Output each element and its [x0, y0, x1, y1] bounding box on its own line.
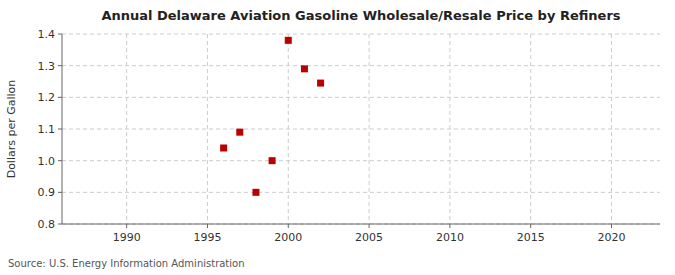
tick-label-y: 1.2: [38, 91, 56, 104]
tick-label-y: 1.4: [38, 28, 56, 41]
tick-label-y: 0.8: [38, 218, 56, 231]
tick-label-x: 2020: [598, 231, 626, 244]
point: [220, 145, 227, 152]
grid-line-x: [126, 34, 127, 224]
tick-label-x: 1995: [193, 231, 221, 244]
point: [285, 37, 292, 44]
grid: [62, 34, 660, 224]
source-note: Source: U.S. Energy Information Administ…: [8, 258, 245, 269]
tick-y: [58, 160, 62, 161]
tick-y: [58, 192, 62, 193]
point: [301, 65, 308, 72]
tick-label-y: 1.1: [38, 123, 56, 136]
tick-label-x: 2000: [274, 231, 302, 244]
tick-y: [58, 34, 62, 35]
tick-label-y: 1.3: [38, 60, 56, 73]
tick-y: [58, 129, 62, 130]
tick-x: [369, 224, 370, 228]
tick-x: [449, 224, 450, 228]
point: [236, 129, 243, 136]
point: [269, 157, 276, 164]
grid-line-x: [611, 34, 612, 224]
grid-line-x: [530, 34, 531, 224]
tick-x: [611, 224, 612, 228]
grid-line-x: [207, 34, 208, 224]
tick-label-x: 2005: [355, 231, 383, 244]
axis-y: [62, 34, 63, 224]
grid-line-x: [449, 34, 450, 224]
tick-x: [126, 224, 127, 228]
tick-label-x: 2010: [436, 231, 464, 244]
grid-line-y: [62, 224, 660, 225]
grid-line-y: [62, 65, 660, 66]
axes: 0.8 0.9 1.0 1.1 1.2 1.3 1.4 1990 1995 2000 2005 201…: [38, 28, 661, 244]
tick-label-x: 1990: [113, 231, 141, 244]
tick-y: [58, 97, 62, 98]
grid-line-x: [369, 34, 370, 224]
points: [220, 37, 324, 196]
grid-line-x: [288, 34, 289, 224]
tick-x: [530, 224, 531, 228]
tick-label-y: 0.9: [38, 186, 56, 199]
tick-x: [207, 224, 208, 228]
chart: 0.8 0.9 1.0 1.1 1.2 1.3 1.4 1990 1995 2000 2005 201…: [0, 0, 675, 275]
grid-line-y: [62, 129, 660, 130]
grid-line-y: [62, 97, 660, 98]
tick-y: [58, 65, 62, 66]
tick-label-x: 2015: [517, 231, 545, 244]
point: [317, 80, 324, 87]
grid-line-y: [62, 192, 660, 193]
grid-line-y: [62, 34, 660, 35]
axis-label-y: Dollars per Gallon: [5, 80, 18, 179]
title: Annual Delaware Aviation Gasoline Wholes…: [101, 8, 620, 23]
tick-label-y: 1.0: [38, 155, 56, 168]
point: [252, 189, 259, 196]
tick-y: [58, 224, 62, 225]
tick-x: [288, 224, 289, 228]
axis-x: [62, 224, 660, 225]
grid-line-y: [62, 160, 660, 161]
